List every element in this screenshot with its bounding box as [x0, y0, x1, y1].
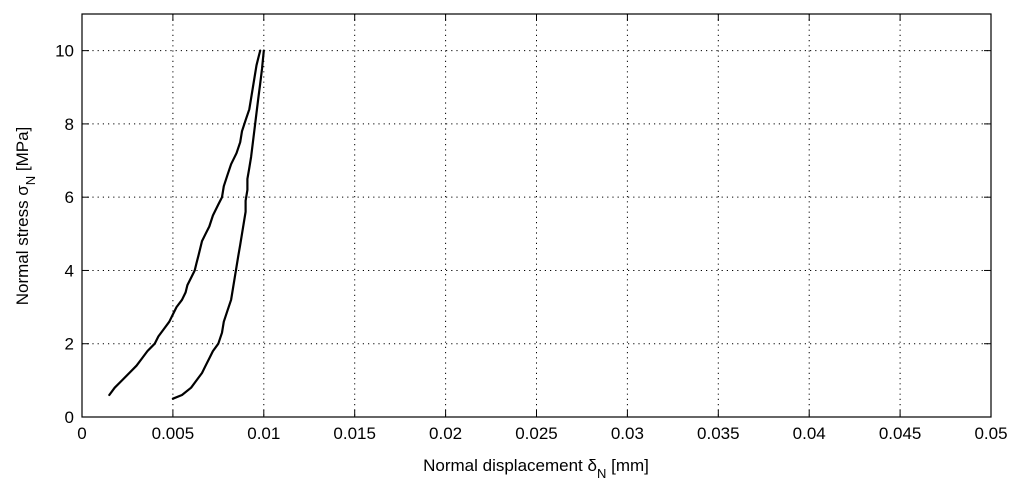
x-tick-label: 0.05 — [974, 424, 1007, 443]
y-tick-label: 10 — [55, 42, 74, 61]
y-tick-labels: 0 2 4 6 8 10 — [55, 42, 74, 427]
y-tick-label: 0 — [65, 408, 74, 427]
y-axis-label: Normal stress σN [MPa] — [13, 127, 38, 306]
x-tick-label: 0.03 — [611, 424, 644, 443]
x-tick-label: 0.035 — [697, 424, 740, 443]
x-tick-label: 0.01 — [247, 424, 280, 443]
x-axis-label-suffix: [mm] — [606, 456, 649, 475]
y-axis-label-subscript: N — [23, 176, 38, 185]
x-tick-label: 0 — [77, 424, 86, 443]
y-axis-label-suffix: [MPa] — [13, 127, 32, 176]
series-line-2 — [171, 49, 265, 400]
x-axis-label: Normal displacement δN [mm] — [423, 456, 649, 481]
axis-ticks — [81, 14, 992, 418]
x-tick-label: 0.025 — [515, 424, 558, 443]
y-tick-label: 6 — [65, 188, 74, 207]
y-tick-label: 8 — [65, 115, 74, 134]
series-group — [108, 49, 265, 400]
x-axis-label-text: Normal displacement δ — [423, 456, 597, 475]
x-tick-label: 0.005 — [152, 424, 195, 443]
plot-frame — [81, 13, 992, 418]
x-tick-label: 0.02 — [429, 424, 462, 443]
x-tick-label: 0.045 — [879, 424, 922, 443]
x-tick-label: 0.015 — [333, 424, 376, 443]
grid-lines — [82, 14, 991, 417]
series-line-1 — [108, 49, 262, 397]
x-tick-label: 0.04 — [793, 424, 826, 443]
y-axis-label-text: Normal stress σ — [13, 185, 32, 306]
x-axis-label-subscript: N — [597, 466, 606, 481]
x-tick-labels: 0 0.005 0.01 0.015 0.02 0.025 0.03 0.035 0.04 0.0… — [77, 424, 1007, 443]
y-tick-label: 4 — [65, 261, 74, 280]
y-tick-label: 2 — [65, 335, 74, 354]
